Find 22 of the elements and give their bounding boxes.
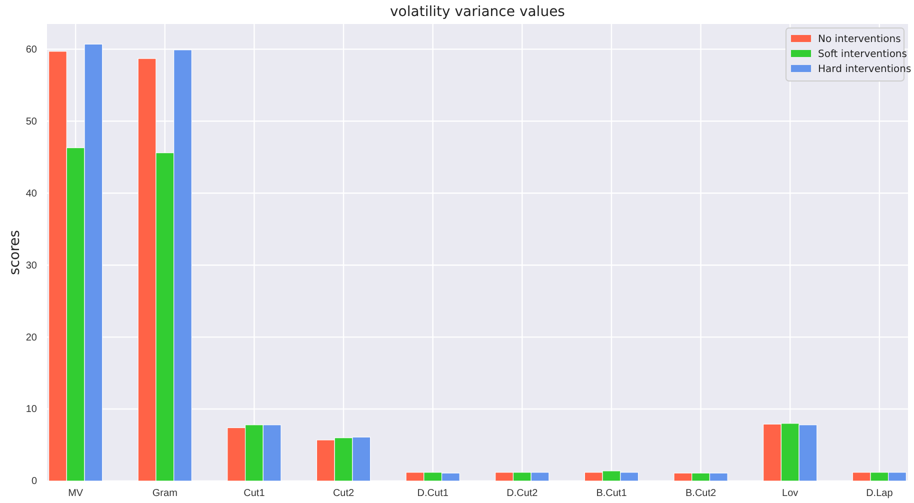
y-tick-label: 50 [26, 116, 38, 128]
x-tick-label: B.Cut1 [596, 488, 628, 500]
x-tick-label: B.Cut2 [686, 488, 717, 500]
legend-label: No interventions [818, 34, 901, 45]
x-tick-label: D.Cut1 [417, 488, 449, 500]
y-tick-label: 10 [26, 404, 38, 416]
x-tick-label: D.Lap [866, 488, 894, 500]
legend-label: Hard interventions [818, 64, 912, 75]
y-tick-label: 0 [31, 476, 38, 488]
y-tick-label: 40 [26, 188, 38, 200]
x-tick-label: D.Cut2 [506, 488, 538, 500]
y-tick-label: 30 [26, 260, 38, 272]
y-tick-label: 60 [26, 44, 38, 56]
y-tick-label: 20 [26, 332, 38, 344]
chart-title: volatility variance values [390, 4, 565, 20]
legend-label: Soft interventions [818, 49, 907, 60]
x-tick-label: Lov [782, 488, 798, 500]
y-axis-title: scores [7, 230, 23, 275]
x-tick-label: Cut1 [244, 488, 266, 500]
x-tick-label: Gram [152, 488, 178, 500]
x-tick-label: Cut2 [332, 488, 355, 500]
x-tick-label: MV [68, 488, 84, 500]
